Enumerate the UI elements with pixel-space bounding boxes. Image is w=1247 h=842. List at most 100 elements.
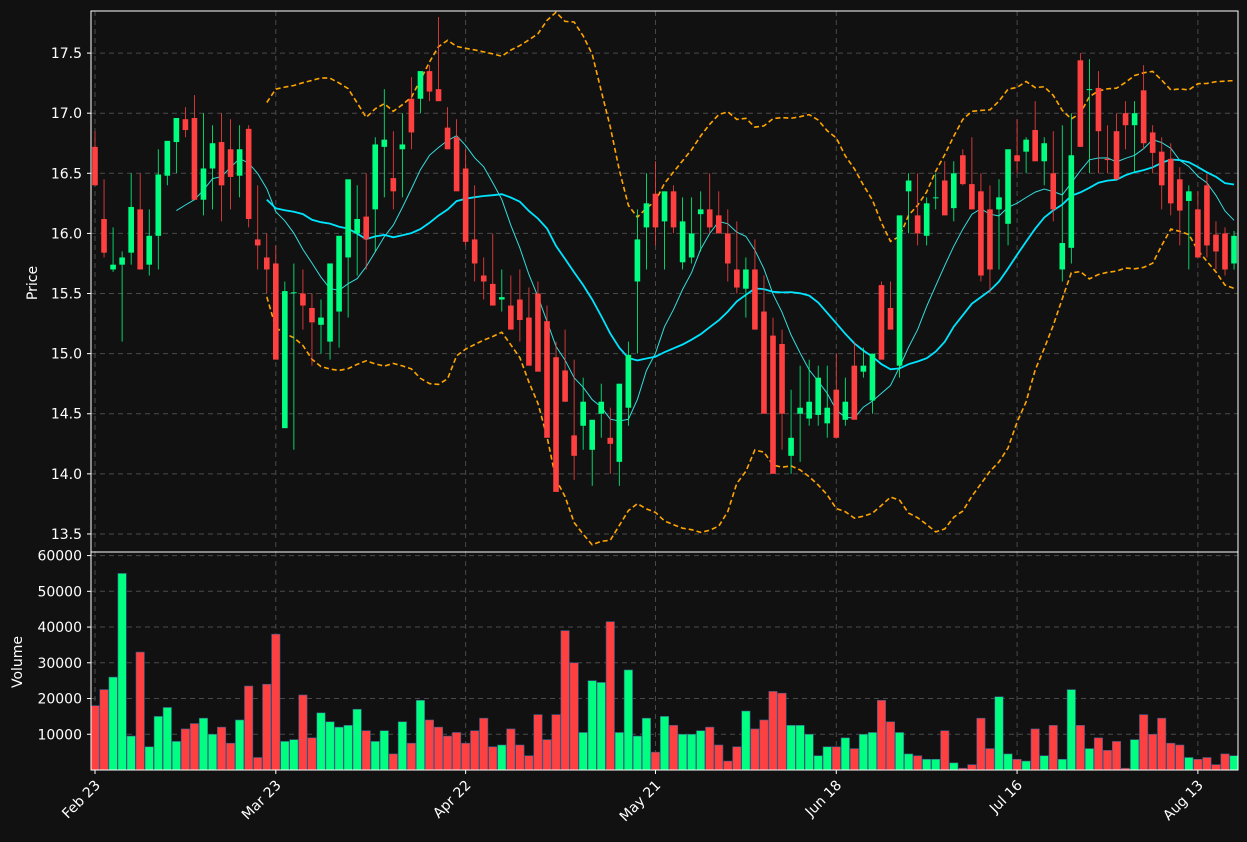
volume-bar: [1003, 753, 1013, 771]
volume-bar: [696, 730, 706, 771]
volume-bar: [723, 760, 733, 771]
candle-body: [254, 239, 261, 246]
candle-body: [1167, 158, 1174, 204]
candle: [372, 137, 379, 252]
volume-bar: [235, 719, 245, 771]
candle-body: [715, 215, 722, 234]
candle: [779, 329, 785, 450]
candle-body: [471, 239, 478, 264]
candle: [345, 179, 351, 318]
volume-bar: [596, 682, 606, 771]
candle-body: [399, 144, 406, 150]
candle: [489, 233, 496, 306]
candle: [553, 341, 559, 492]
candle: [517, 269, 523, 342]
volume-bar: [1157, 717, 1167, 771]
candle: [236, 125, 243, 198]
volume-bar: [1057, 758, 1067, 771]
volume-bar: [813, 755, 823, 771]
volume-bar: [1130, 739, 1140, 771]
candle-body: [932, 197, 939, 199]
candle: [1149, 125, 1156, 174]
volume-bar: [117, 573, 127, 771]
volume-bar: [940, 730, 950, 771]
candle-body: [200, 168, 207, 200]
candle-body: [1077, 60, 1084, 147]
candle-body: [725, 233, 731, 264]
candle-body: [119, 257, 125, 265]
candle: [860, 347, 867, 378]
candle-body: [453, 137, 460, 192]
volume-bar: [1039, 755, 1049, 771]
volume-bar: [994, 696, 1004, 771]
candle-body: [616, 383, 623, 462]
candle-body: [1005, 149, 1011, 224]
volume-bar: [316, 712, 326, 771]
candle: [480, 257, 487, 300]
volume-bar: [895, 732, 905, 771]
volume-bar: [904, 753, 914, 771]
candle-body: [517, 299, 523, 320]
candle-body: [426, 71, 433, 92]
candle-body: [1059, 243, 1066, 270]
volume-bar: [768, 691, 778, 771]
candle-body: [101, 218, 107, 253]
candle-body: [1131, 113, 1138, 126]
candle: [661, 191, 668, 270]
volume-bar: [1112, 741, 1122, 771]
volume-bar: [605, 621, 615, 771]
candle: [1131, 101, 1138, 174]
price-axis-label: Price: [25, 266, 41, 300]
volume-bar: [732, 746, 742, 771]
candle-body: [598, 401, 605, 414]
candle-body: [1158, 151, 1165, 186]
candle: [263, 233, 270, 294]
price-axis-ticks: 13.5 14.0 14.5 15.0 15.5 16.0 16.5 17.0 17.5: [51, 46, 91, 543]
volume-bar: [334, 726, 344, 771]
candle: [1014, 119, 1020, 174]
candle: [444, 107, 451, 150]
candle: [896, 215, 903, 378]
price-tick-label: 14.0: [51, 467, 82, 483]
candle: [589, 419, 595, 486]
volume-bar: [253, 757, 263, 771]
candle: [282, 281, 288, 429]
candle: [833, 353, 840, 438]
volume-bar: [614, 732, 624, 771]
volume-tick-label: 10000: [37, 727, 82, 743]
candle: [978, 173, 984, 282]
candle-body: [797, 407, 803, 414]
candle: [770, 317, 776, 474]
candle: [453, 119, 460, 192]
volume-bar: [831, 746, 841, 771]
candle: [245, 125, 252, 228]
candle: [191, 95, 198, 200]
volume-bar: [804, 733, 814, 771]
candle: [743, 257, 749, 318]
volume-bar: [632, 735, 642, 771]
candle-body: [887, 307, 894, 330]
candle-body: [137, 209, 143, 270]
volume-bar: [967, 764, 977, 771]
candle-body: [273, 263, 279, 360]
candle-body: [336, 235, 342, 312]
candle: [155, 149, 162, 270]
candle-body: [625, 354, 632, 408]
candle: [914, 173, 921, 246]
candle: [1068, 113, 1075, 264]
candle: [209, 125, 216, 210]
volume-bar: [343, 725, 353, 771]
candle-body: [670, 191, 677, 228]
candle-body: [589, 419, 595, 450]
volume-bar: [795, 725, 805, 771]
candle-body: [815, 377, 821, 415]
volume-axis-ticks: 10000 20000 30000 40000 50000 60000: [37, 549, 91, 743]
volume-bar: [931, 758, 941, 771]
candle-body: [752, 269, 758, 330]
candle: [851, 341, 858, 420]
volume-bar: [985, 748, 995, 771]
candle: [408, 77, 415, 150]
volume-bar: [678, 733, 688, 771]
volume-bar: [858, 733, 868, 771]
volume-bar: [524, 755, 534, 771]
